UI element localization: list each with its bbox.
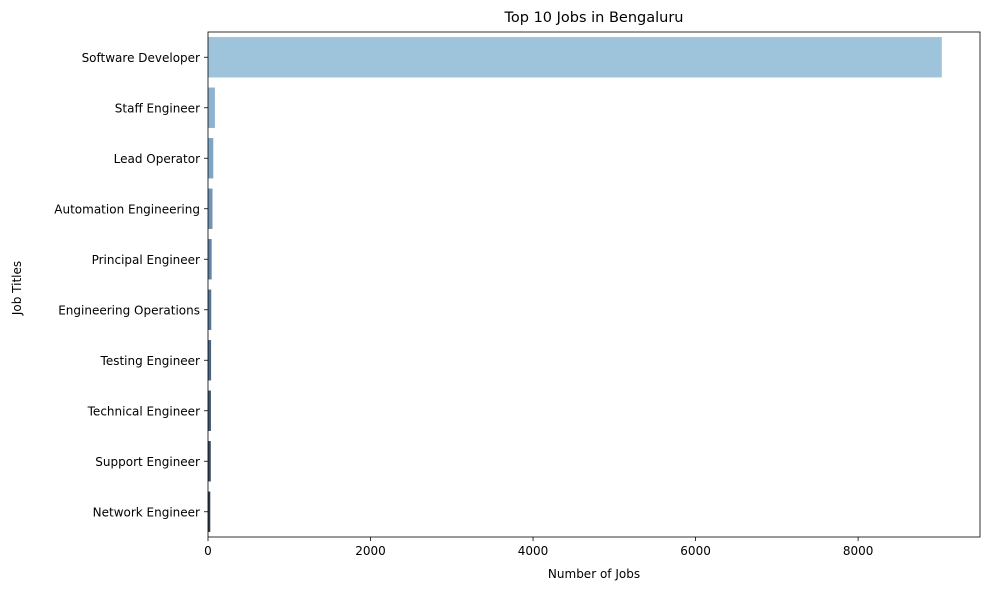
chart-title: Top 10 Jobs in Bengaluru bbox=[504, 10, 684, 26]
bar bbox=[208, 491, 211, 532]
bar bbox=[208, 340, 212, 381]
x-tick-label: 2000 bbox=[355, 544, 386, 558]
y-tick-label: Software Developer bbox=[82, 51, 200, 65]
bar bbox=[208, 37, 942, 78]
bar bbox=[208, 289, 212, 330]
bar bbox=[208, 188, 213, 229]
x-tick-label: 4000 bbox=[518, 544, 549, 558]
bar bbox=[208, 87, 215, 128]
y-tick-label: Lead Operator bbox=[114, 152, 200, 166]
x-tick-label: 6000 bbox=[680, 544, 711, 558]
bar bbox=[208, 239, 212, 280]
plot-frame bbox=[207, 31, 981, 538]
y-tick-label: Network Engineer bbox=[93, 505, 200, 519]
bar bbox=[208, 390, 211, 431]
y-tick-label: Staff Engineer bbox=[115, 101, 200, 115]
y-tick-label: Engineering Operations bbox=[58, 303, 200, 317]
bar bbox=[208, 441, 211, 482]
x-tick-label: 8000 bbox=[843, 544, 874, 558]
y-tick-label: Principal Engineer bbox=[92, 253, 200, 267]
y-tick-label: Technical Engineer bbox=[87, 404, 200, 418]
y-tick-label: Automation Engineering bbox=[54, 202, 200, 216]
x-tick-label: 0 bbox=[204, 544, 212, 558]
x-axis-label: Number of Jobs bbox=[548, 567, 640, 581]
y-axis-label: Job Titles bbox=[10, 261, 24, 316]
bar bbox=[208, 138, 214, 179]
y-tick-label: Testing Engineer bbox=[100, 354, 201, 368]
y-tick-label: Support Engineer bbox=[95, 455, 200, 469]
